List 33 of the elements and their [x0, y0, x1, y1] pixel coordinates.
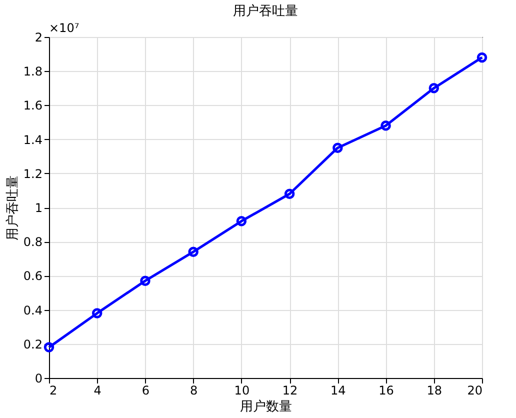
- x-tick-label: 4: [94, 384, 102, 398]
- y-tick-label: 1: [34, 201, 42, 215]
- point: [284, 188, 295, 199]
- x-tick-label: 10: [234, 384, 250, 398]
- x-tick-label: 12: [282, 384, 298, 398]
- text: ×10⁷: [49, 21, 80, 35]
- y-tick-label: 0: [34, 372, 42, 386]
- x-tick-label: 2: [50, 384, 58, 398]
- x-tick-label: 14: [330, 384, 346, 398]
- point: [140, 276, 150, 286]
- x-tick-label: 6: [142, 384, 150, 398]
- x-tick-label: 20: [467, 384, 482, 398]
- point: [236, 216, 247, 226]
- y-tick-label: 2: [34, 30, 42, 44]
- x-tick-label: 16: [378, 384, 394, 398]
- x-tick-label: 8: [190, 384, 198, 398]
- y-tick-label: 0.6: [23, 269, 42, 284]
- point: [332, 142, 343, 153]
- y-tick-label: 1.6: [23, 98, 42, 113]
- x-axis-title: 用户数量: [240, 400, 292, 414]
- y-tick-label: 1.4: [23, 132, 42, 147]
- y-axis-title: 用户吞吐量: [5, 176, 20, 240]
- x-tick-label: 18: [426, 384, 442, 398]
- point: [92, 308, 102, 318]
- chart-title: 用户吞吐量: [233, 4, 298, 19]
- y-tick-label: 0.2: [23, 337, 42, 352]
- y-tick-label: 1.2: [23, 166, 42, 181]
- y-tick-label: 1.8: [23, 64, 42, 79]
- point: [428, 83, 440, 94]
- point: [380, 120, 391, 131]
- y-tick-label: 0.8: [23, 235, 42, 250]
- point: [188, 246, 198, 257]
- y-tick-label: 0.4: [23, 303, 42, 318]
